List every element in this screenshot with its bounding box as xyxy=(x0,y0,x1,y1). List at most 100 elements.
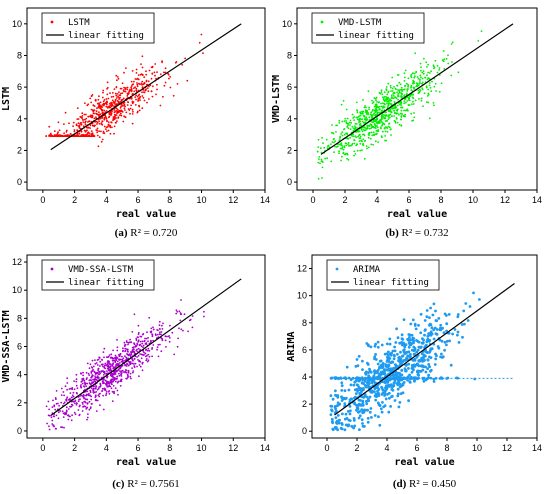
data-point xyxy=(456,333,459,337)
data-point xyxy=(343,127,346,130)
data-point xyxy=(362,128,365,131)
data-point xyxy=(357,354,361,358)
data-point xyxy=(143,340,146,343)
data-point xyxy=(381,364,385,367)
data-point xyxy=(407,109,409,112)
data-point xyxy=(404,69,407,72)
data-point xyxy=(122,347,124,350)
data-point xyxy=(409,341,413,345)
data-point xyxy=(388,114,391,116)
data-point xyxy=(407,339,411,343)
data-point xyxy=(100,130,102,133)
data-point xyxy=(378,105,381,108)
data-point xyxy=(66,377,69,380)
data-point xyxy=(103,103,106,106)
data-point xyxy=(376,122,378,124)
data-point xyxy=(112,380,114,383)
data-point xyxy=(172,94,175,97)
data-point xyxy=(75,373,78,376)
data-point xyxy=(334,389,337,393)
data-point xyxy=(339,377,343,380)
data-point xyxy=(415,350,419,354)
data-point xyxy=(327,144,330,147)
data-point xyxy=(48,135,51,138)
data-point xyxy=(329,413,333,416)
data-point xyxy=(417,77,420,80)
data-point xyxy=(90,398,93,401)
data-point xyxy=(151,333,154,336)
data-point xyxy=(472,291,475,295)
data-point xyxy=(386,102,388,105)
data-point xyxy=(53,405,56,408)
data-point xyxy=(387,115,389,118)
data-point xyxy=(357,379,361,383)
data-point xyxy=(340,395,343,399)
data-point xyxy=(155,334,157,337)
data-point xyxy=(156,71,158,73)
data-point xyxy=(359,111,362,114)
data-point xyxy=(175,312,178,315)
data-point xyxy=(367,344,370,348)
data-point xyxy=(126,104,129,106)
data-point xyxy=(64,111,67,114)
data-point xyxy=(442,50,445,52)
data-point xyxy=(74,413,77,416)
data-point xyxy=(89,363,92,366)
data-point xyxy=(411,96,414,99)
data-point xyxy=(89,389,92,392)
data-point xyxy=(117,369,120,371)
x-axis-label: real value xyxy=(394,457,454,468)
data-point xyxy=(333,151,335,154)
data-point xyxy=(131,358,134,361)
data-point xyxy=(354,403,358,407)
data-point xyxy=(380,89,383,92)
panel-caption: (d) R² = 0.450 xyxy=(393,478,457,490)
data-point xyxy=(90,116,92,119)
data-point xyxy=(135,89,138,92)
data-point xyxy=(120,378,123,381)
data-point xyxy=(82,121,85,123)
data-point xyxy=(150,66,153,69)
data-point xyxy=(396,121,399,124)
data-point xyxy=(102,130,105,133)
data-point xyxy=(116,349,119,352)
data-point xyxy=(96,364,99,366)
data-point xyxy=(400,368,404,372)
data-point xyxy=(80,372,82,375)
data-point xyxy=(433,65,435,68)
data-point xyxy=(73,129,76,131)
data-point xyxy=(374,127,377,129)
data-point xyxy=(120,360,123,363)
data-point xyxy=(336,124,338,127)
data-point xyxy=(106,81,109,84)
data-point xyxy=(352,117,355,119)
data-point xyxy=(122,349,124,352)
data-point xyxy=(368,367,371,371)
x-tick-label: 14 xyxy=(532,195,542,205)
data-point xyxy=(110,101,112,104)
data-point xyxy=(398,374,402,378)
data-point xyxy=(96,134,99,137)
data-point xyxy=(443,58,446,61)
data-point xyxy=(341,412,344,416)
x-tick-label: 14 xyxy=(260,195,270,205)
data-point xyxy=(81,112,84,115)
data-point xyxy=(101,390,103,392)
data-point xyxy=(407,104,410,106)
data-point xyxy=(427,363,431,366)
data-point xyxy=(403,109,405,112)
data-point xyxy=(399,89,402,91)
data-point xyxy=(396,352,399,356)
data-point xyxy=(107,362,109,364)
data-point xyxy=(98,95,100,98)
data-point xyxy=(427,93,430,96)
data-point xyxy=(390,134,392,136)
data-point xyxy=(90,376,92,379)
data-point xyxy=(372,125,374,128)
data-point xyxy=(96,371,99,374)
data-point xyxy=(144,337,146,340)
data-point xyxy=(101,138,104,141)
data-point xyxy=(340,133,342,135)
data-point xyxy=(81,115,84,117)
data-point xyxy=(95,129,98,131)
